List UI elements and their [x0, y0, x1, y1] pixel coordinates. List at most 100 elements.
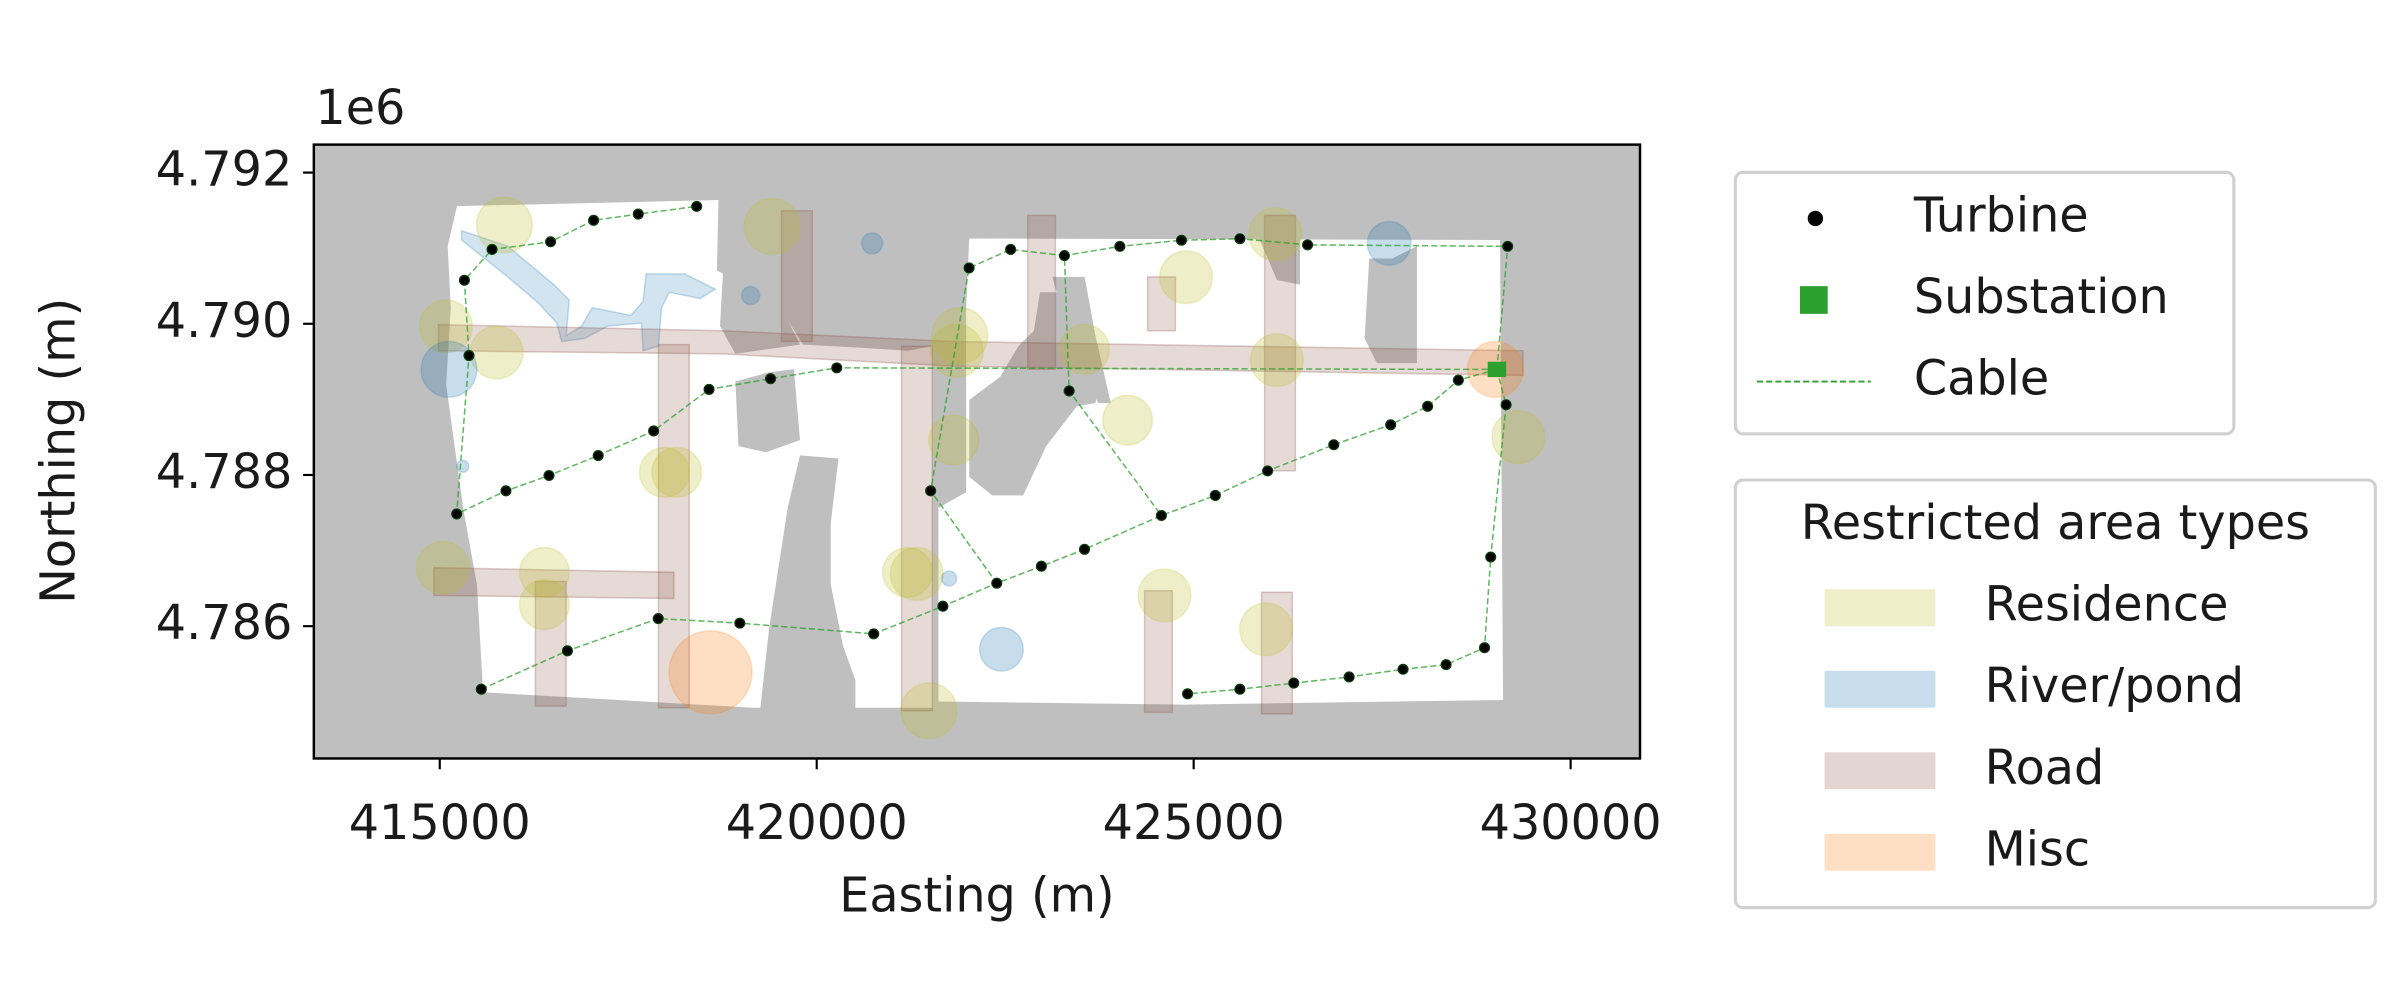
- x-tick-label: 430000: [1480, 796, 1662, 851]
- road: [1146, 276, 1177, 332]
- turbine: [592, 450, 604, 462]
- exclusion-area: [1249, 215, 1300, 285]
- legend-patch: [1824, 589, 1936, 627]
- turbine: [1397, 663, 1409, 675]
- turbine: [703, 383, 715, 395]
- exclusion-area: [760, 455, 856, 711]
- turbine: [1479, 642, 1491, 654]
- restricted-area: [1366, 220, 1412, 266]
- turbine: [1035, 560, 1047, 572]
- road: [780, 210, 814, 343]
- road: [1263, 214, 1297, 472]
- turbine: [868, 628, 880, 640]
- turbine: [734, 617, 746, 629]
- turbine: [1440, 659, 1452, 671]
- road: [1143, 590, 1174, 714]
- restricted-area: [638, 446, 691, 499]
- restricted-area: [889, 546, 944, 602]
- restricted-area: [420, 340, 478, 399]
- legend-label: Road: [1985, 741, 2105, 796]
- road: [657, 343, 690, 709]
- exclusion-area: [720, 270, 800, 354]
- restricted-area: [456, 459, 470, 474]
- exclusion-area: [735, 369, 800, 453]
- restricted-area: [881, 546, 934, 598]
- turbine: [1063, 385, 1075, 397]
- turbine: [1005, 243, 1017, 256]
- legend-label: Cable: [1914, 352, 2049, 407]
- legend-label: Turbine: [1913, 188, 2089, 243]
- plot-frame: [312, 143, 1642, 760]
- restricted-area: [1238, 602, 1294, 657]
- restricted-area: [469, 325, 524, 380]
- turbine: [1234, 683, 1246, 695]
- legend-marker: [1807, 210, 1824, 227]
- turbine: [691, 200, 703, 212]
- restricted-area: [651, 446, 703, 499]
- restricted-area: [418, 299, 474, 354]
- restricted-area: [860, 232, 884, 255]
- turbine: [925, 485, 937, 497]
- legend-label: Residence: [1985, 578, 2229, 633]
- turbine: [937, 600, 949, 612]
- turbine: [1262, 465, 1274, 477]
- turbine: [1343, 671, 1355, 683]
- turbine: [1328, 439, 1340, 451]
- map-layout: [415, 196, 1546, 740]
- turbine: [543, 469, 555, 482]
- turbine: [1182, 688, 1194, 700]
- restricted-area: [518, 546, 571, 598]
- turbine: [1452, 374, 1464, 386]
- restricted-area: [740, 285, 761, 306]
- y-tick-label: 4.788: [156, 445, 293, 500]
- x-axis-label: Easting (m): [839, 868, 1114, 923]
- turbine: [545, 236, 557, 248]
- restricted-area: [900, 682, 958, 740]
- restricted-area: [743, 197, 801, 256]
- restricted-area: [940, 570, 958, 587]
- restricted-area: [475, 196, 534, 254]
- turbine: [1114, 240, 1126, 252]
- turbine: [1502, 240, 1514, 252]
- x-tick-label: 425000: [1103, 796, 1285, 851]
- turbine: [648, 425, 660, 437]
- turbine: [486, 243, 498, 256]
- turbine: [1485, 551, 1497, 563]
- y-tick-label: 4.786: [156, 596, 293, 651]
- turbine: [475, 683, 487, 695]
- turbine: [1288, 677, 1300, 689]
- y-axis-label: Northing (m): [32, 298, 87, 604]
- road: [437, 323, 1524, 377]
- exclusion-area: [1364, 246, 1417, 364]
- restricted-area: [1058, 323, 1111, 376]
- turbine: [1422, 400, 1434, 412]
- turbine: [458, 274, 470, 286]
- turbine: [632, 208, 644, 220]
- turbine: [1175, 234, 1188, 246]
- turbine: [652, 612, 664, 625]
- substation: [1487, 361, 1507, 378]
- legend-box: [1733, 478, 2377, 910]
- cable: [929, 248, 1065, 584]
- restricted-area: [978, 626, 1025, 672]
- turbine: [991, 577, 1003, 589]
- legend-label: Misc: [1985, 822, 2090, 877]
- restricted-area: [668, 630, 753, 715]
- turbine: [561, 645, 574, 657]
- cable: [455, 205, 1497, 516]
- restricted-area: [931, 306, 989, 365]
- y-tick-label: 4.790: [156, 294, 293, 349]
- turbine: [463, 349, 475, 362]
- turbine: [1234, 233, 1246, 245]
- turbine: [451, 508, 463, 520]
- legend-label: River/pond: [1985, 659, 2245, 714]
- legend-label: Substation: [1914, 270, 2169, 325]
- axis-offset-label: 1e6: [315, 81, 405, 136]
- restricted-area: [1101, 394, 1154, 446]
- cable: [1187, 369, 1507, 695]
- turbine: [831, 362, 843, 374]
- turbine: [1058, 250, 1070, 262]
- y-tick-label: 4.792: [156, 143, 293, 198]
